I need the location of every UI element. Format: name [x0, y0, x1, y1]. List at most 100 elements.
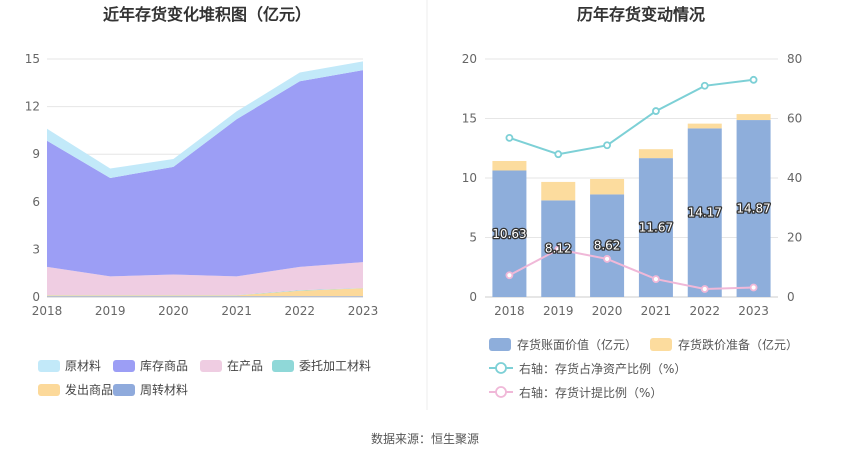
- right-y-tick-label: 5: [469, 231, 477, 245]
- left-y-tick-label: 12: [25, 100, 40, 114]
- left-y-tick-label: 3: [32, 242, 40, 256]
- left-areas: [47, 61, 363, 297]
- left-y-tick-label: 9: [32, 147, 40, 161]
- line-point: [554, 150, 563, 159]
- line-point: [700, 285, 709, 293]
- left-y-tick-label: 6: [32, 195, 40, 209]
- right-legend-label: 右轴：存货占净资产比例（%）: [519, 361, 686, 376]
- right-y2-tick-label: 40: [787, 171, 802, 185]
- line-point: [652, 275, 660, 284]
- area-库存商品: [47, 70, 363, 277]
- right-lines: [505, 75, 758, 293]
- area-原材料: [47, 61, 363, 178]
- bar-line-chart: 历年存货变动情况 10.63 8.12 8.62 11.67 14.17 14.87 0 5…: [462, 5, 803, 400]
- bar-data-label: 10.63: [492, 227, 526, 241]
- bar-data-label: 14.17: [688, 206, 722, 220]
- right-legend-swatch: [650, 338, 672, 351]
- left-legend-label: 在产品: [227, 359, 263, 373]
- right-grid: [485, 58, 778, 298]
- bar-provision: [736, 114, 771, 121]
- right-x-tick-labels: 2018 2019 2020 2021 2022 2023: [494, 304, 769, 318]
- right-bars: [492, 114, 771, 297]
- bar-provision: [590, 178, 625, 195]
- right-y2-tick-label: 20: [787, 231, 802, 245]
- right-x-tick-label: 2021: [641, 304, 672, 318]
- right-x-tick-label: 2023: [738, 304, 769, 318]
- right-y-tick-labels: 0 5 10 15 20: [462, 52, 477, 304]
- right-x-tick-label: 2018: [494, 304, 525, 318]
- line-point: [652, 107, 660, 115]
- left-legend-swatch: [113, 384, 135, 396]
- right-x-tick-label: 2019: [543, 304, 574, 318]
- bar-book-value: [736, 120, 771, 297]
- left-y-tick-labels: 0 3 6 9 12 15: [25, 52, 40, 304]
- left-x-tick-label: 2022: [285, 304, 316, 318]
- left-legend-label: 委托加工材料: [299, 359, 371, 373]
- right-legend-label: 存货账面价值（亿元）: [517, 337, 637, 352]
- left-legend-label: 原材料: [65, 359, 101, 373]
- left-legend-swatch: [272, 360, 294, 372]
- bar-provision: [687, 123, 722, 129]
- bar-provision: [541, 181, 576, 201]
- left-x-tick-label: 2021: [221, 304, 252, 318]
- line-point: [749, 283, 758, 292]
- right-y-tick-label: 15: [462, 112, 477, 126]
- left-legend-label: 库存商品: [140, 358, 188, 373]
- right-y-tick-label: 20: [462, 52, 477, 66]
- right-legend-label: 存货跌价准备（亿元）: [678, 337, 798, 352]
- left-legend-swatch: [113, 360, 135, 372]
- left-y-tick-label: 15: [25, 52, 40, 66]
- left-legend-label: 发出商品: [65, 382, 113, 397]
- bar-provision: [492, 160, 527, 171]
- line-point: [700, 81, 709, 90]
- line-point: [603, 141, 611, 150]
- source-note: 数据来源：恒生聚源: [371, 431, 479, 446]
- bar-data-label: 8.62: [594, 239, 621, 253]
- left-x-tick-label: 2018: [32, 304, 63, 318]
- left-x-tick-label: 2023: [348, 304, 379, 318]
- right-legend-marker: [495, 362, 507, 374]
- left-chart-title: 近年存货变化堆积图（亿元）: [103, 5, 311, 24]
- line-point: [749, 75, 758, 84]
- left-legend-label: 周转材料: [140, 382, 188, 397]
- line-provision-ratio: [508, 248, 754, 291]
- line-point: [554, 245, 563, 254]
- right-x-tick-label: 2022: [689, 304, 720, 318]
- right-y-tick-label: 10: [462, 171, 477, 185]
- right-y-tick-label: 0: [469, 290, 477, 304]
- right-legend-swatch: [489, 338, 511, 351]
- right-x-tick-label: 2020: [592, 304, 623, 318]
- area-在产品: [47, 262, 363, 296]
- right-legend-marker: [495, 386, 507, 398]
- bar-book-value: [590, 194, 625, 297]
- left-y-tick-label: 0: [32, 290, 40, 304]
- left-legend-swatch: [38, 384, 60, 396]
- right-y2-tick-label: 0: [787, 290, 795, 304]
- right-bar-labels: 10.63 8.12 8.62 11.67 14.17 14.87: [491, 200, 772, 257]
- right-legend: 存货账面价值（亿元） 存货跌价准备（亿元） 右轴：存货占净资产比例（%） 右轴：存货计…: [489, 337, 798, 400]
- left-x-tick-label: 2020: [158, 304, 189, 318]
- bar-book-value: [687, 128, 722, 297]
- right-y2-tick-label: 80: [787, 52, 802, 66]
- right-chart-title: 历年存货变动情况: [577, 5, 705, 24]
- left-x-tick-label: 2019: [95, 304, 126, 318]
- left-legend-swatch: [200, 360, 222, 372]
- right-y2-tick-label: 60: [787, 112, 802, 126]
- area-发出商品: [47, 288, 363, 297]
- bar-data-label: 8.12: [545, 242, 572, 256]
- left-legend-swatch: [38, 360, 60, 372]
- line-point: [505, 133, 514, 142]
- area-周转材料: [47, 296, 363, 297]
- right-y2-tick-labels: 0 20 40 60 80: [787, 52, 802, 304]
- line-point: [505, 271, 514, 280]
- bar-data-label: 14.87: [736, 202, 770, 216]
- line-point: [603, 255, 611, 263]
- bar-data-label: 11.67: [639, 221, 673, 235]
- line-net-asset-ratio: [509, 78, 754, 156]
- bar-provision: [638, 149, 673, 159]
- right-legend-label: 右轴：存货计提比例（%）: [519, 385, 662, 400]
- left-x-tick-labels: 2018 2019 2020 2021 2022 2023: [32, 304, 379, 318]
